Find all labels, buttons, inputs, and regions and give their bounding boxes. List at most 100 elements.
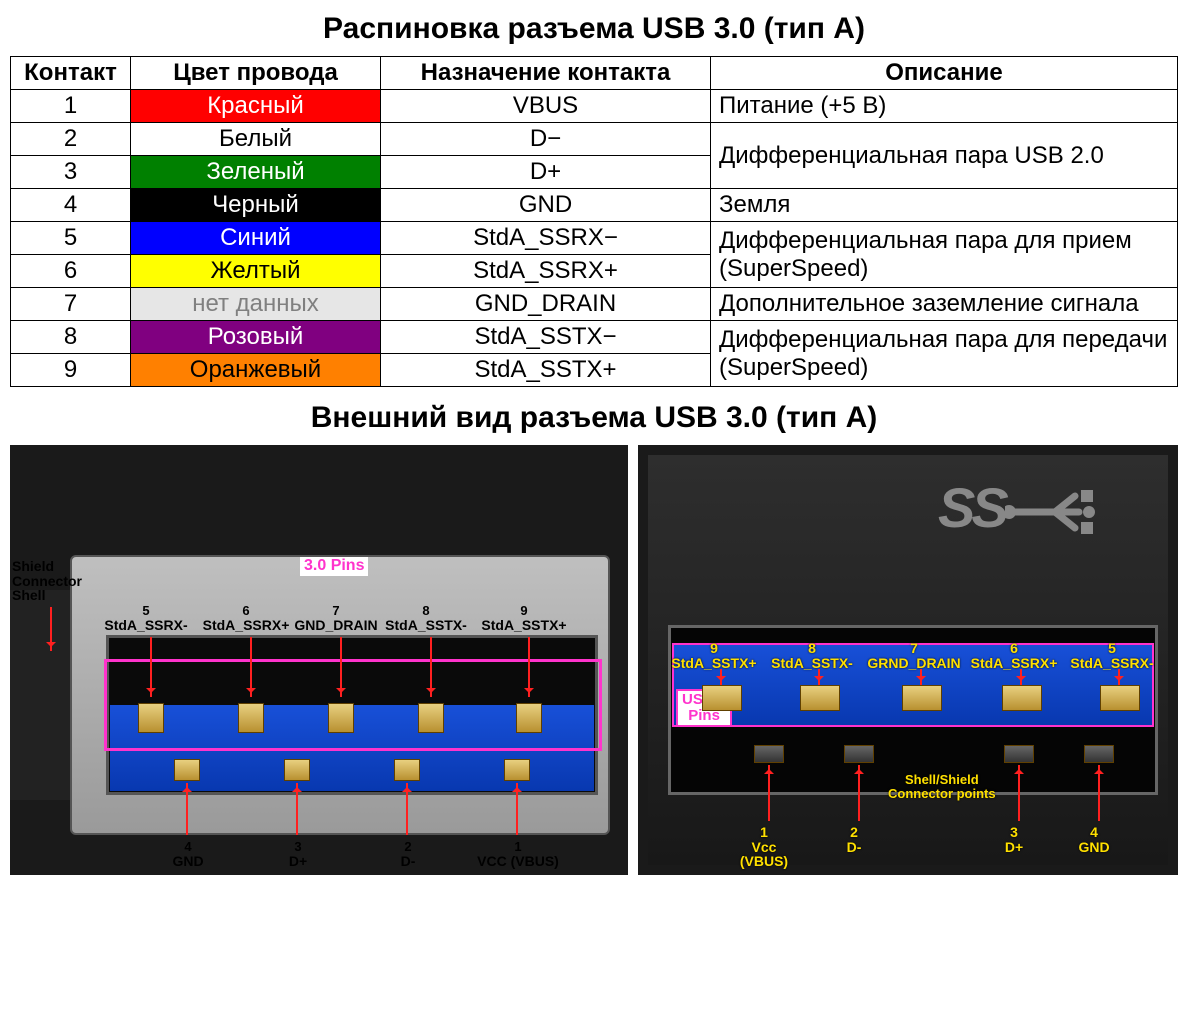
plug-contact-top [138, 703, 164, 733]
port-contact-top [1100, 685, 1140, 711]
table-title: Распиновка разъема USB 3.0 (тип A) [8, 12, 1180, 46]
arrow-icon [858, 765, 860, 821]
plug-contact-bot [394, 759, 420, 781]
cell-purpose: StdA_SSRX+ [381, 255, 711, 288]
cell-purpose: D− [381, 123, 711, 156]
port-contact-top [902, 685, 942, 711]
cell-color: нет данных [131, 288, 381, 321]
plug-label-top: 9 StdA_SSTX+ [474, 603, 574, 632]
table-row: 8РозовыйStdA_SSTX−Дифференциальная пара … [11, 321, 1178, 354]
port-contact-top [702, 685, 742, 711]
cell-desc: Земля [711, 189, 1178, 222]
cell-contact: 3 [11, 156, 131, 189]
arrow-icon [818, 669, 820, 685]
plug-contact-top [328, 703, 354, 733]
table-row: 2БелыйD−Дифференциальная пара USB 2.0 [11, 123, 1178, 156]
port-contact-bot [1004, 745, 1034, 763]
photo-port: SS USB 3 Pins Shell/Shield Connector poi… [638, 445, 1178, 875]
plug-contact-bot [174, 759, 200, 781]
cell-contact: 1 [11, 90, 131, 123]
plug-contact-top [516, 703, 542, 733]
cell-desc: Питание (+5 В) [711, 90, 1178, 123]
cell-contact: 7 [11, 288, 131, 321]
cell-contact: 4 [11, 189, 131, 222]
plug-contact-top [238, 703, 264, 733]
arrow-icon [1018, 765, 1020, 821]
arrow-icon [720, 669, 722, 685]
plug-contact-top [418, 703, 444, 733]
photo-row: 3.0 Pins Shield Connector Shell 5 StdA_S… [10, 445, 1178, 875]
cell-color: Желтый [131, 255, 381, 288]
plug-label-bot: 1 VCC (VBUS) [458, 839, 578, 868]
arrow-icon [768, 765, 770, 821]
plug-label-top: 5 StdA_SSRX- [96, 603, 196, 632]
label-shield-points: Shell/Shield Connector points [888, 773, 996, 800]
table-row: 4ЧерныйGNDЗемля [11, 189, 1178, 222]
port-contact-bot [1084, 745, 1114, 763]
table-row: 5СинийStdA_SSRX−Дифференциальная пара дл… [11, 222, 1178, 255]
arrow-icon [250, 637, 252, 697]
port-label-top: 7 GRND_DRAIN [864, 641, 964, 670]
arrow-icon [186, 783, 188, 835]
plug-label-bot: 3 D+ [238, 839, 358, 868]
plug-contact-bot [504, 759, 530, 781]
plug-contact-bot [284, 759, 310, 781]
photo-plug: 3.0 Pins Shield Connector Shell 5 StdA_S… [10, 445, 628, 875]
cell-purpose: VBUS [381, 90, 711, 123]
cell-purpose: D+ [381, 156, 711, 189]
arrow-icon [1118, 669, 1120, 685]
port-label-bot: 2 D- [814, 825, 894, 854]
cell-color: Синий [131, 222, 381, 255]
cell-desc: Дифференциальная пара для прием (SuperSp… [711, 222, 1178, 288]
arrow-icon [430, 637, 432, 697]
port-contact-bot [844, 745, 874, 763]
cell-contact: 2 [11, 123, 131, 156]
superspeed-logo: SS [938, 475, 1115, 540]
arrow-icon [150, 637, 152, 697]
table-header-row: Контакт Цвет провода Назначение контакта… [11, 57, 1178, 90]
cell-desc: Дифференциальная пара USB 2.0 [711, 123, 1178, 189]
arrow-icon [406, 783, 408, 835]
port-label-top: 8 StdA_SSTX- [762, 641, 862, 670]
cell-color: Зеленый [131, 156, 381, 189]
table-row: 7нет данныхGND_DRAINДополнительное зазем… [11, 288, 1178, 321]
port-label-top: 9 StdA_SSTX+ [664, 641, 764, 670]
plug-label-bot: 2 D- [348, 839, 468, 868]
cell-desc: Дифференциальная пара для передачи (Supe… [711, 321, 1178, 387]
arrow-icon [1020, 669, 1022, 685]
cell-purpose: StdA_SSTX+ [381, 354, 711, 387]
cell-purpose: StdA_SSRX− [381, 222, 711, 255]
cell-purpose: GND [381, 189, 711, 222]
col-contact: Контакт [11, 57, 131, 90]
col-purpose: Назначение контакта [381, 57, 711, 90]
cell-contact: 5 [11, 222, 131, 255]
photo-title: Внешний вид разъема USB 3.0 (тип A) [8, 401, 1180, 435]
arrow-icon [528, 637, 530, 697]
arrow-icon [920, 669, 922, 685]
cell-color: Оранжевый [131, 354, 381, 387]
arrow-icon [296, 783, 298, 835]
plug-label-top: 8 StdA_SSTX- [376, 603, 476, 632]
cell-contact: 9 [11, 354, 131, 387]
cell-contact: 8 [11, 321, 131, 354]
col-color: Цвет провода [131, 57, 381, 90]
label-shield-shell: Shield Connector Shell [12, 559, 82, 603]
pinout-table: Контакт Цвет провода Назначение контакта… [10, 56, 1178, 387]
cell-purpose: GND_DRAIN [381, 288, 711, 321]
arrow-icon [340, 637, 342, 697]
label-3-0-pins: 3.0 Pins [300, 557, 368, 576]
port-contact-top [800, 685, 840, 711]
cell-color: Розовый [131, 321, 381, 354]
cell-color: Красный [131, 90, 381, 123]
arrow-shell [50, 607, 52, 651]
cell-purpose: StdA_SSTX− [381, 321, 711, 354]
plug-label-top: 7 GND_DRAIN [286, 603, 386, 632]
port-label-bot: 1 Vcc (VBUS) [724, 825, 804, 869]
cell-contact: 6 [11, 255, 131, 288]
plug-label-top: 6 StdA_SSRX+ [196, 603, 296, 632]
cell-color: Черный [131, 189, 381, 222]
port-label-top: 5 StdA_SSRX- [1062, 641, 1162, 670]
port-label-bot: 3 D+ [974, 825, 1054, 854]
table-row: 1КрасныйVBUSПитание (+5 В) [11, 90, 1178, 123]
cell-desc: Дополнительное заземление сигнала [711, 288, 1178, 321]
